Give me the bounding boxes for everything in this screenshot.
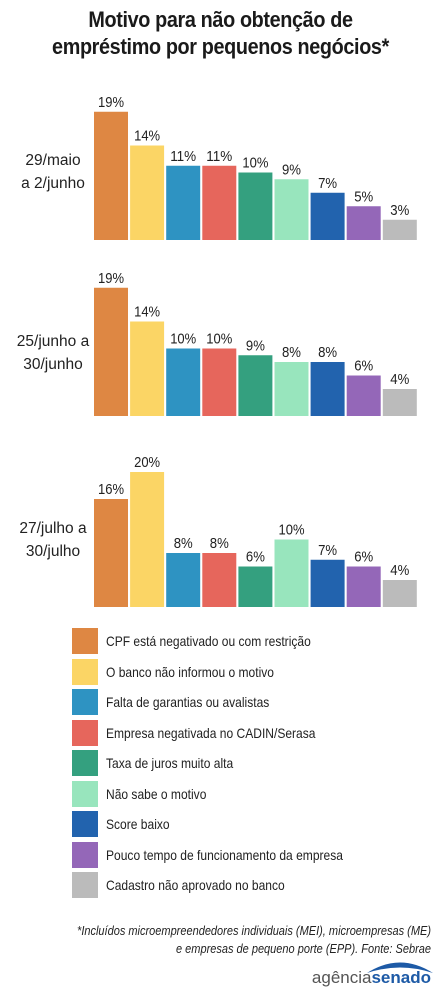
data-label-g3-7: 7% [318, 542, 337, 559]
bar-g3-8 [346, 566, 381, 607]
data-label-g3-2: 20% [134, 454, 160, 471]
data-label-g2-9: 4% [390, 371, 409, 388]
group-label-3-line-2: 30/julho [26, 543, 80, 560]
bar-g2-6 [274, 362, 309, 416]
data-label-g1-8: 5% [354, 188, 373, 205]
logo-part-senado: senado [371, 968, 431, 987]
bar-g3-3 [166, 553, 201, 607]
footnote: *Incluídos microempreendedores individua… [1, 922, 431, 958]
legend-item-9: Cadastro não aprovado no banco [72, 872, 412, 898]
data-label-g1-7: 7% [318, 175, 337, 192]
bar-g2-1 [94, 287, 128, 416]
group-label-1-line-2: a 2/junho [21, 175, 85, 192]
data-label-g3-5: 6% [246, 549, 265, 566]
legend-swatch-9 [72, 872, 98, 898]
bar-g2-3 [166, 348, 201, 416]
agencia-senado-logo-arc [367, 962, 433, 973]
group-label-2-line-1: 25/junho a [17, 333, 90, 350]
legend-label-4: Empresa negativada no CADIN/Serasa [106, 724, 316, 741]
legend-label-3: Falta de garantias ou avalistas [106, 694, 270, 710]
legend-item-8: Pouco tempo de funcionamento da empresa [72, 841, 412, 868]
data-label-g2-4: 10% [206, 331, 232, 348]
legend-label-2: O banco não informou o motivo [106, 663, 274, 680]
data-label-g1-2: 14% [134, 128, 160, 145]
bar-g3-6 [274, 539, 309, 607]
chart-title-line-2: empréstimo por pequenos negócios* [52, 34, 389, 59]
bar-g2-4 [202, 348, 237, 416]
legend-swatch-4 [72, 719, 98, 746]
data-label-g3-9: 4% [390, 562, 409, 579]
data-label-g3-1: 16% [98, 481, 124, 498]
legend-swatch-3 [72, 689, 98, 715]
data-label-g2-7: 8% [318, 344, 337, 361]
data-label-g1-1: 19% [98, 94, 124, 111]
legend-item-3: Falta de garantias ou avalistas [72, 689, 412, 715]
legend-swatch-2 [72, 658, 98, 685]
legend-label-9: Cadastro não aprovado no banco [106, 877, 285, 893]
legend-swatch-1 [72, 628, 98, 654]
legend-label-1: CPF está negativado ou com restrição [106, 633, 311, 649]
bar-g3-2 [130, 472, 165, 607]
data-label-g1-5: 10% [242, 155, 268, 172]
group-label-1-line-1: 29/maio [25, 152, 80, 169]
legend-swatch-7 [72, 811, 98, 837]
chart-title-line-1: Motivo para não obtenção de [88, 7, 353, 32]
legend-label-7: Score baixo [106, 816, 170, 832]
data-label-g2-1: 19% [98, 270, 124, 287]
footnote-line-1: *Incluídos microempreendedores individua… [77, 924, 431, 938]
legend-item-4: Empresa negativada no CADIN/Serasa [72, 719, 412, 746]
bar-g3-5 [238, 566, 273, 607]
legend-swatch-6 [72, 780, 98, 807]
legend-item-5: Taxa de juros muito alta [72, 750, 412, 776]
bar-g1-9 [382, 219, 417, 240]
bar-g1-3 [166, 165, 201, 240]
bar-g1-1 [94, 111, 128, 240]
legend-swatch-5 [72, 750, 98, 776]
legend-item-7: Score baixo [72, 811, 412, 837]
data-label-g2-3: 10% [170, 331, 196, 348]
footnote-line-2: e empresas de pequeno porte (EPP). Fonte… [176, 942, 431, 956]
group-label-2-line-2: 30/junho [23, 356, 82, 373]
group-label-3-line-1: 27/julho a [19, 520, 87, 537]
bar-g2-8 [346, 375, 381, 416]
bar-g3-1 [94, 499, 128, 607]
bar-g3-4 [202, 553, 237, 607]
data-label-g2-6: 8% [282, 344, 301, 361]
bar-g1-4 [202, 165, 237, 240]
bar-g1-5 [238, 172, 273, 240]
legend-item-2: O banco não informou o motivo [72, 658, 412, 685]
agencia-senado-logo: agênciasenado [312, 968, 431, 988]
data-label-g2-5: 9% [246, 337, 265, 354]
bar-g1-8 [346, 206, 381, 240]
legend-swatch-8 [72, 841, 98, 868]
bar-g1-2 [130, 145, 165, 240]
data-label-g1-4: 11% [206, 148, 232, 165]
data-label-g2-2: 14% [134, 304, 160, 321]
legend-item-6: Não sabe o motivo [72, 780, 412, 807]
data-label-g1-3: 11% [170, 148, 196, 165]
bar-g2-5 [238, 355, 273, 416]
bar-g3-7 [310, 559, 345, 607]
legend-label-6: Não sabe o motivo [106, 785, 207, 802]
bar-g3-9 [382, 580, 417, 607]
data-label-g1-9: 3% [390, 202, 409, 219]
data-label-g2-8: 6% [354, 358, 373, 375]
bar-g2-2 [130, 321, 165, 416]
data-label-g3-6: 10% [279, 522, 305, 539]
bar-g1-7 [310, 192, 345, 240]
logo-part-agencia: agência [311, 968, 372, 987]
data-label-g1-6: 9% [282, 161, 301, 178]
data-label-g3-8: 6% [354, 549, 373, 566]
chart-title: Motivo para não obtenção de empréstimo p… [22, 6, 419, 60]
bar-g2-7 [310, 362, 345, 416]
legend-item-1: CPF está negativado ou com restrição [72, 628, 412, 654]
bar-g1-6 [274, 179, 309, 240]
data-label-g3-4: 8% [210, 535, 229, 552]
legend-label-8: Pouco tempo de funcionamento da empresa [106, 846, 343, 863]
bar-g2-9 [382, 389, 417, 416]
legend-label-5: Taxa de juros muito alta [106, 755, 234, 771]
data-label-g3-3: 8% [174, 535, 193, 552]
bar-chart: 19% 14% 11% 11% 10% 9% 7% 5% 3% 29/maio a 2/junho 1… [17, 94, 417, 607]
